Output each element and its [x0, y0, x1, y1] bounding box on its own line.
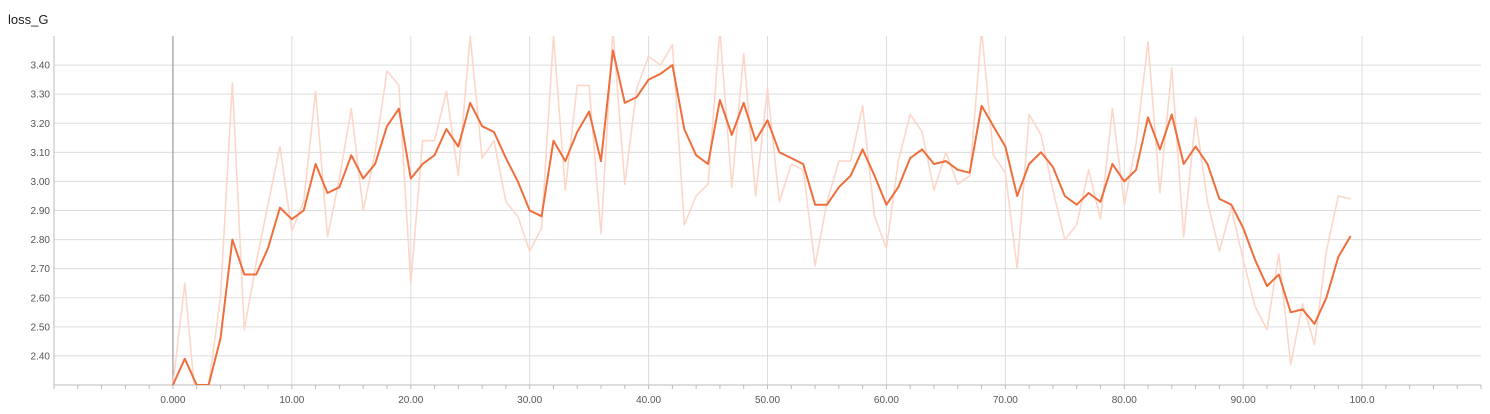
- y-tick-label: 3.30: [31, 90, 51, 101]
- y-tick-label: 3.10: [31, 148, 51, 159]
- axis-layer: [53, 36, 1482, 389]
- x-tick-label: 10.00: [279, 395, 304, 406]
- x-tick-label: 80.00: [1112, 395, 1137, 406]
- y-tick-label: 3.00: [31, 177, 51, 188]
- smoothed-series-layer: [171, 49, 1352, 385]
- chart-title: loss_G: [8, 12, 49, 27]
- y-tick-label: 2.80: [31, 235, 51, 246]
- y-tick-label: 2.40: [31, 351, 51, 362]
- x-tick-label: 0.000: [160, 395, 185, 406]
- tick-label-layer: 2.40 2.50 2.60 2.70 2.80 2.90 3.00 3.10 3.20 3.30…: [31, 61, 1375, 406]
- y-tick-label: 2.90: [31, 206, 51, 217]
- x-tick-label: 70.00: [993, 395, 1018, 406]
- x-tick-label: 50.00: [755, 395, 780, 406]
- raw-series-layer: [172, 36, 1351, 385]
- x-tick-label: 40.00: [636, 395, 661, 406]
- y-tick-label: 3.40: [31, 61, 51, 72]
- x-tick-label: 30.00: [517, 395, 542, 406]
- smoothed-series-line: [171, 49, 1352, 385]
- y-tick-label: 2.60: [31, 293, 51, 304]
- x-tick-label: 20.00: [398, 395, 423, 406]
- x-tick-label: 90.00: [1231, 395, 1256, 406]
- y-tick-label: 2.50: [31, 322, 51, 333]
- raw-series-line: [172, 36, 1351, 385]
- x-tick-label: 100.0: [1350, 395, 1375, 406]
- x-tick-label: 60.00: [874, 395, 899, 406]
- y-tick-label: 2.70: [31, 264, 51, 275]
- y-tick-label: 3.20: [31, 119, 51, 130]
